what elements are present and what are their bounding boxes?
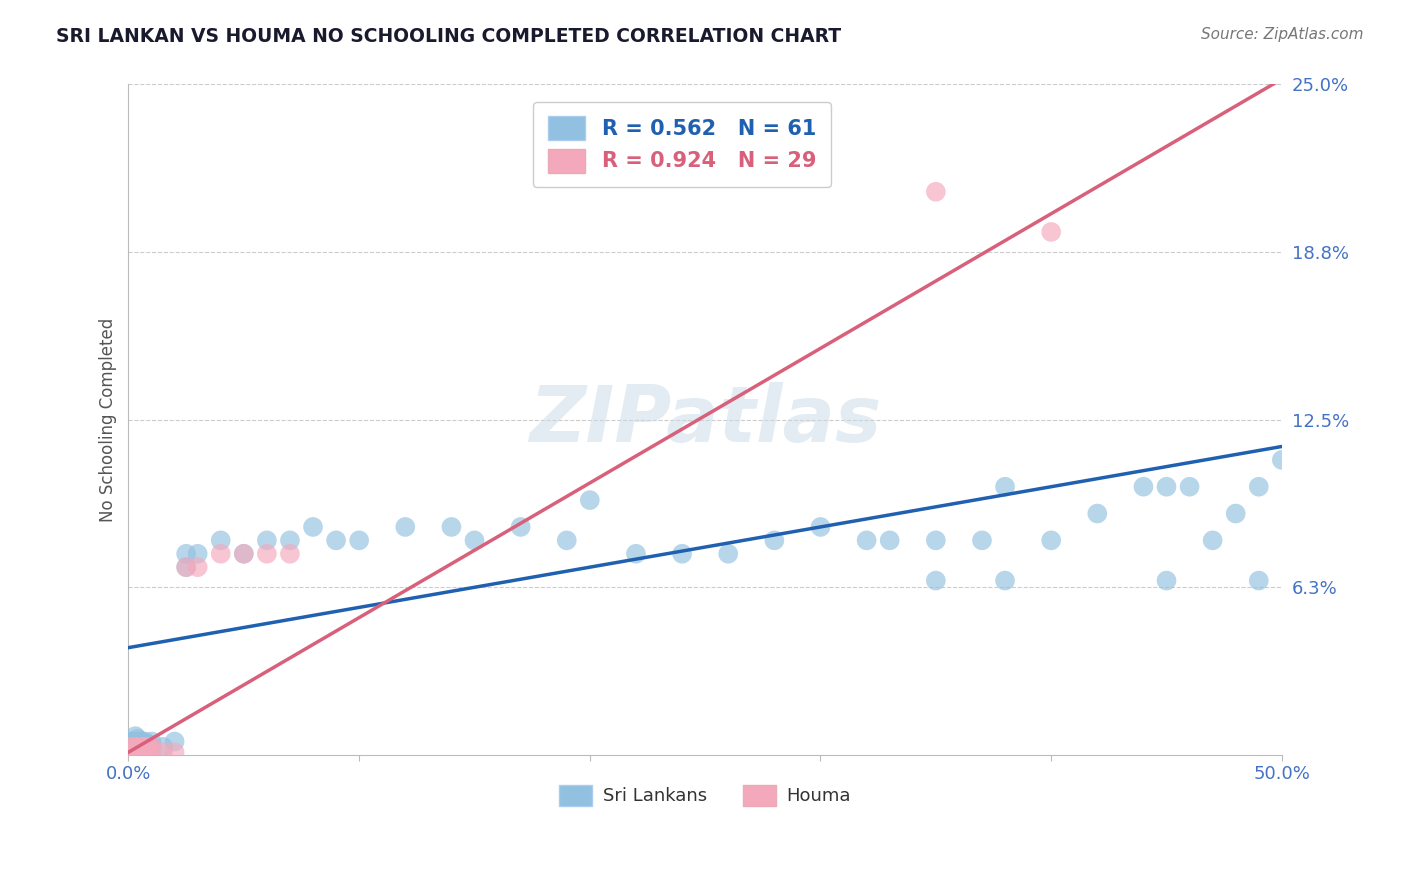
- Text: Source: ZipAtlas.com: Source: ZipAtlas.com: [1201, 27, 1364, 42]
- Point: [256, 533, 278, 548]
- Point: [302, 520, 325, 534]
- Point: [174, 547, 197, 561]
- Point: [209, 547, 232, 561]
- Point: [1156, 480, 1178, 494]
- Point: [256, 547, 278, 561]
- Point: [131, 739, 153, 754]
- Point: [135, 737, 157, 751]
- Point: [278, 533, 301, 548]
- Point: [163, 745, 186, 759]
- Point: [134, 739, 156, 754]
- Point: [579, 493, 602, 508]
- Point: [174, 560, 197, 574]
- Point: [671, 547, 693, 561]
- Point: [1178, 480, 1201, 494]
- Point: [120, 739, 142, 754]
- Point: [134, 739, 156, 754]
- Point: [127, 739, 149, 754]
- Point: [509, 520, 531, 534]
- Point: [994, 574, 1017, 588]
- Point: [134, 734, 156, 748]
- Point: [325, 533, 347, 548]
- Point: [122, 745, 145, 759]
- Point: [1247, 574, 1270, 588]
- Point: [394, 520, 416, 534]
- Point: [131, 739, 153, 754]
- Text: ZIPatlas: ZIPatlas: [529, 382, 882, 458]
- Point: [187, 547, 209, 561]
- Point: [232, 547, 254, 561]
- Point: [1040, 533, 1063, 548]
- Point: [1040, 225, 1063, 239]
- Point: [120, 745, 142, 759]
- Point: [624, 547, 647, 561]
- Y-axis label: No Schooling Completed: No Schooling Completed: [100, 318, 117, 522]
- Point: [138, 737, 160, 751]
- Point: [124, 745, 146, 759]
- Point: [127, 731, 149, 746]
- Point: [141, 739, 163, 754]
- Point: [129, 739, 152, 754]
- Point: [163, 734, 186, 748]
- Point: [1132, 480, 1154, 494]
- Point: [152, 745, 174, 759]
- Point: [925, 533, 948, 548]
- Point: [1225, 507, 1247, 521]
- Point: [187, 560, 209, 574]
- Point: [135, 745, 157, 759]
- Point: [134, 745, 156, 759]
- Point: [463, 533, 485, 548]
- Point: [120, 739, 142, 754]
- Point: [141, 734, 163, 748]
- Point: [138, 739, 160, 754]
- Text: SRI LANKAN VS HOUMA NO SCHOOLING COMPLETED CORRELATION CHART: SRI LANKAN VS HOUMA NO SCHOOLING COMPLET…: [56, 27, 841, 45]
- Legend: Sri Lankans, Houma: Sri Lankans, Houma: [553, 778, 858, 813]
- Point: [129, 734, 152, 748]
- Point: [1085, 507, 1108, 521]
- Point: [232, 547, 254, 561]
- Point: [925, 185, 948, 199]
- Point: [129, 739, 152, 754]
- Point: [122, 739, 145, 754]
- Point: [174, 560, 197, 574]
- Point: [209, 533, 232, 548]
- Point: [278, 547, 301, 561]
- Point: [141, 745, 163, 759]
- Point: [131, 745, 153, 759]
- Point: [124, 739, 146, 754]
- Point: [925, 574, 948, 588]
- Point: [131, 734, 153, 748]
- Point: [347, 533, 370, 548]
- Point: [855, 533, 877, 548]
- Point: [127, 739, 149, 754]
- Point: [138, 739, 160, 754]
- Point: [152, 739, 174, 754]
- Point: [717, 547, 740, 561]
- Point: [122, 734, 145, 748]
- Point: [135, 739, 157, 754]
- Point: [124, 729, 146, 743]
- Point: [970, 533, 993, 548]
- Point: [555, 533, 578, 548]
- Point: [1156, 574, 1178, 588]
- Point: [810, 520, 832, 534]
- Point: [122, 739, 145, 754]
- Point: [763, 533, 786, 548]
- Point: [120, 734, 142, 748]
- Point: [124, 737, 146, 751]
- Point: [879, 533, 901, 548]
- Point: [135, 739, 157, 754]
- Point: [994, 480, 1017, 494]
- Point: [141, 739, 163, 754]
- Point: [1247, 480, 1270, 494]
- Point: [129, 745, 152, 759]
- Point: [440, 520, 463, 534]
- Point: [127, 745, 149, 759]
- Point: [1201, 533, 1223, 548]
- Point: [1271, 453, 1294, 467]
